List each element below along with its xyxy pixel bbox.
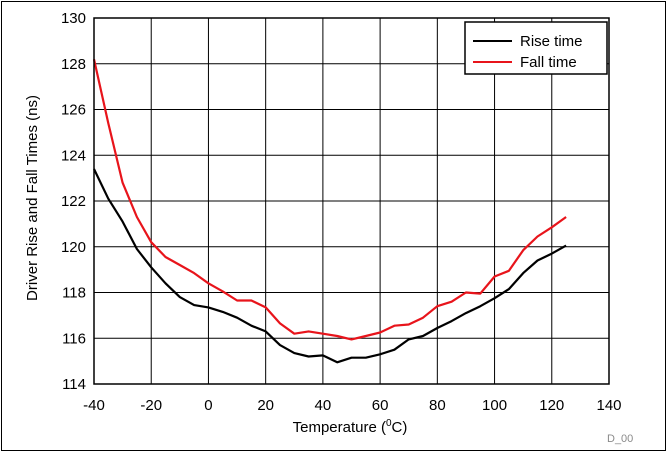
series-line-fall-time xyxy=(92,58,567,341)
x-tick-label: 100 xyxy=(482,397,507,414)
plot-border xyxy=(93,17,610,385)
legend-box xyxy=(464,21,608,75)
y-tick-label: 114 xyxy=(62,376,86,393)
legend-label-rise-time: Rise time xyxy=(520,33,583,50)
legend-label-fall-time: Fall time xyxy=(520,54,577,71)
x-tick-label: 60 xyxy=(372,397,389,414)
x-tick-labels: -40 -20 0 20 40 60 80 100 120 140 xyxy=(83,397,621,414)
y-tick-label: 126 xyxy=(61,102,86,119)
x-tick-label: 40 xyxy=(315,397,332,414)
x-tick-label: -40 xyxy=(83,397,105,414)
x-tick-label: 140 xyxy=(596,397,621,414)
y-tick-labels: 114 116 118 120 122 124 126 128 130 xyxy=(61,10,86,393)
y-tick-label: 128 xyxy=(61,56,86,73)
y-tick-label: 116 xyxy=(62,330,86,347)
series-line-rise-time xyxy=(93,168,567,364)
x-tick-label: 120 xyxy=(539,397,564,414)
y-tick-label: 120 xyxy=(61,239,86,256)
legend: Rise time Fall time xyxy=(464,21,608,75)
series-lines xyxy=(92,58,567,364)
x-axis-label: Temperature (0C) xyxy=(293,418,408,436)
x-tick-label: 80 xyxy=(429,397,446,414)
x-tick-label: 20 xyxy=(257,397,274,414)
y-tick-label: 122 xyxy=(61,193,86,210)
figure-id: D_00 xyxy=(607,433,633,445)
y-tick-label: 130 xyxy=(61,10,86,27)
x-tick-label: -20 xyxy=(140,397,162,414)
y-tick-label: 118 xyxy=(62,285,86,302)
x-tick-label: 0 xyxy=(204,397,212,414)
y-tick-label: 124 xyxy=(61,147,86,164)
y-axis-label: Driver Rise and Fall Times (ns) xyxy=(24,95,41,301)
